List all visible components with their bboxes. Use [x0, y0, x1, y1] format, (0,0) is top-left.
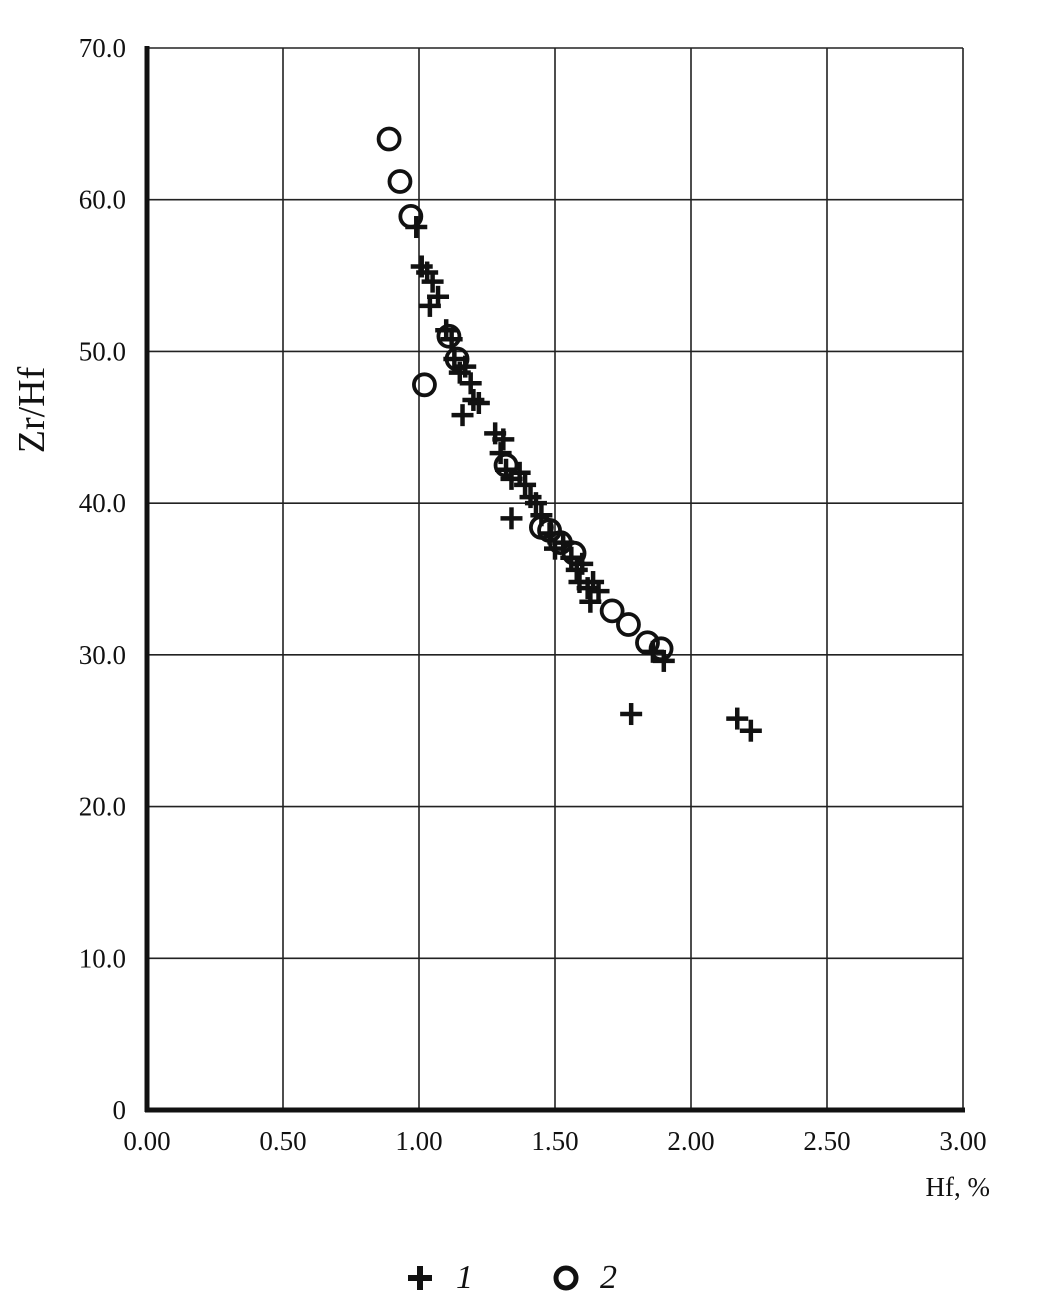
x-tick-labels: 0.00 0.50 1.00 1.50 2.00 2.50 3.00	[123, 1126, 986, 1156]
y-tick-label: 70.0	[79, 33, 126, 63]
data-point-series-1	[427, 285, 450, 308]
x-tick-label: 1.00	[395, 1126, 442, 1156]
x-tick-label: 3.00	[939, 1126, 986, 1156]
x-tick-label: 0.00	[123, 1126, 170, 1156]
x-axis-label: Hf, %	[926, 1172, 990, 1202]
data-point-series-2	[648, 636, 674, 662]
data-point-series-2	[616, 612, 641, 637]
data-point-series-2	[599, 598, 625, 624]
data-point-series-1	[459, 372, 482, 395]
data-point-series-2	[436, 323, 462, 349]
data-point-series-2	[561, 540, 587, 566]
data-point-series-1	[500, 507, 523, 530]
y-tick-label: 40.0	[79, 488, 126, 518]
y-tick-label: 10.0	[79, 943, 126, 973]
y-tick-labels: 0 10.0 20.0 30.0 40.0 50.0 60.0 70.0	[79, 33, 126, 1125]
data-point-series-1	[421, 270, 444, 293]
data-point-series-1	[514, 473, 537, 496]
legend: 1 2	[408, 1259, 617, 1296]
data-point-series-1	[620, 703, 643, 726]
data-point-series-1	[726, 707, 749, 730]
y-tick-label: 0	[113, 1095, 127, 1125]
data-point-series-2	[493, 452, 519, 478]
data-point-series-2	[387, 169, 413, 194]
data-point-series-1	[579, 590, 602, 613]
data-point-series-1	[451, 404, 474, 427]
y-tick-label: 30.0	[79, 640, 126, 670]
x-tick-label: 2.50	[803, 1126, 850, 1156]
legend-plus-icon	[408, 1266, 432, 1290]
x-tick-label: 1.50	[531, 1126, 578, 1156]
data-point-series-2	[398, 204, 424, 229]
x-tick-label: 2.00	[667, 1126, 714, 1156]
y-tick-label: 60.0	[79, 185, 126, 215]
axes	[144, 46, 965, 1113]
legend-marker-series-2	[553, 1265, 579, 1291]
legend-circle-icon	[553, 1265, 579, 1291]
data-point-series-1	[492, 428, 515, 451]
data-point-series-2	[376, 126, 402, 152]
data-point-series-1	[467, 392, 490, 415]
x-tick-label: 0.50	[259, 1126, 306, 1156]
data-point-series-1	[524, 492, 547, 515]
y-tick-label: 50.0	[79, 336, 126, 366]
y-tick-label: 20.0	[79, 792, 126, 822]
data-points	[376, 126, 762, 742]
data-point-series-2	[444, 346, 470, 372]
data-point-series-2	[635, 630, 660, 656]
data-point-series-2	[412, 372, 437, 398]
grid-lines	[147, 47, 964, 1110]
data-point-series-1	[652, 649, 675, 672]
data-point-series-1	[739, 719, 762, 742]
legend-label-series-1: 1	[456, 1259, 473, 1296]
y-axis-label: Zr/Hf	[11, 366, 53, 453]
legend-label-series-2: 2	[600, 1259, 617, 1296]
legend-marker-series-1	[408, 1266, 432, 1290]
